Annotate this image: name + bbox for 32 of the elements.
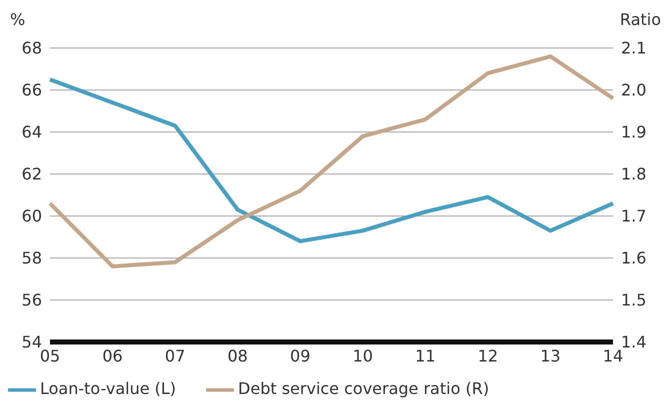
line-series bbox=[48, 54, 615, 268]
line-series bbox=[48, 78, 615, 244]
y2-axis-title: Ratio bbox=[620, 10, 661, 29]
y-tick-label: 56 bbox=[22, 290, 42, 310]
x-tick-label: 11 bbox=[415, 346, 436, 366]
x-tick-label: 05 bbox=[40, 346, 60, 366]
y2-tick-label: 1.6 bbox=[621, 248, 646, 268]
y2-tick-label: 1.4 bbox=[621, 332, 646, 352]
legend-label: Debt service coverage ratio (R) bbox=[238, 379, 490, 398]
y2-tick-label: 1.9 bbox=[621, 122, 646, 142]
y2-tick-label: 1.5 bbox=[621, 290, 646, 310]
x-tick-label: 07 bbox=[164, 346, 186, 366]
x-tick-label: 09 bbox=[290, 346, 310, 366]
x-tick-label: 06 bbox=[102, 346, 123, 366]
y-axis-title: % bbox=[10, 10, 26, 29]
legend-label: Loan-to-value (L) bbox=[40, 379, 176, 398]
x-tick-label: 12 bbox=[478, 346, 498, 366]
y2-tick-label: 1.8 bbox=[621, 164, 646, 184]
x-tick-label: 08 bbox=[227, 346, 248, 366]
y2-tick-label: 2.0 bbox=[621, 80, 646, 100]
y-tick-label: 54 bbox=[22, 332, 42, 352]
y2-tick-label: 1.7 bbox=[621, 206, 646, 226]
y-tick-label: 62 bbox=[22, 164, 42, 184]
y-tick-label: 64 bbox=[22, 122, 42, 142]
x-tick-label: 13 bbox=[540, 346, 561, 366]
y-tick-label: 66 bbox=[22, 80, 42, 100]
y-tick-label: 60 bbox=[22, 206, 42, 226]
y-tick-label: 68 bbox=[22, 38, 42, 58]
x-tick-label: 14 bbox=[602, 346, 624, 366]
y2-tick-label: 2.1 bbox=[621, 38, 646, 58]
x-tick-label: 10 bbox=[352, 346, 373, 366]
y-tick-label: 58 bbox=[22, 248, 42, 268]
